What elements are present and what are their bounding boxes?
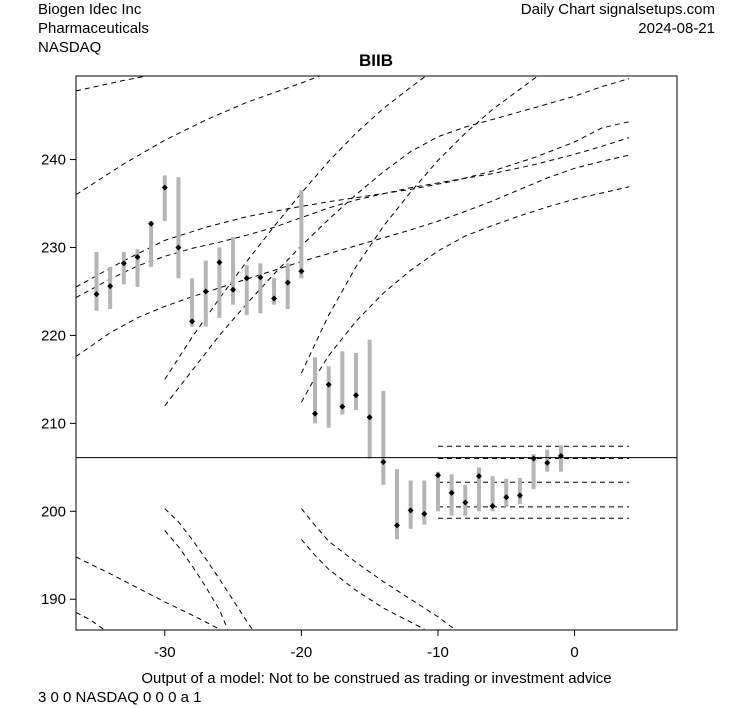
close-point-13: [271, 295, 278, 302]
footer-code: 3 0 0 NASDAQ 0 0 0 a 1: [38, 689, 202, 706]
close-point-23: [407, 507, 414, 514]
sector-label: Pharmaceuticals: [38, 20, 149, 37]
close-point-25: [434, 472, 441, 479]
dashed-curve-13: [301, 508, 455, 630]
dashed-curve-10: [76, 611, 104, 630]
close-point-7: [189, 318, 196, 325]
close-point-12: [257, 274, 264, 281]
close-point-1: [107, 283, 114, 290]
plot-frame: [75, 75, 678, 631]
close-point-31: [516, 492, 523, 499]
company-name: Biogen Idec Inc: [38, 1, 142, 18]
close-point-30: [503, 494, 510, 501]
dashed-curve-2: [76, 121, 630, 288]
close-point-4: [148, 220, 155, 227]
close-point-14: [284, 279, 291, 286]
y-tick-label-2: 210: [41, 415, 66, 432]
close-point-27: [462, 499, 469, 506]
close-point-15: [298, 268, 305, 275]
y-tick-label-5: 240: [41, 152, 66, 169]
close-point-20: [366, 414, 373, 421]
x-tick-label-2: -10: [427, 644, 449, 661]
exchange-label: NASDAQ: [38, 39, 102, 56]
close-point-5: [161, 184, 168, 191]
close-point-6: [175, 244, 182, 251]
close-point-3: [134, 254, 141, 261]
y-tick-label-4: 230: [41, 239, 66, 256]
close-point-32: [530, 455, 537, 462]
close-point-2: [120, 260, 127, 267]
close-point-0: [93, 291, 100, 298]
x-tick-label-1: -20: [291, 644, 313, 661]
price-bars: [76, 175, 677, 540]
y-tick-label-0: 190: [41, 591, 66, 608]
close-point-18: [339, 403, 346, 410]
dashed-curve-14: [301, 539, 425, 630]
close-point-8: [202, 288, 209, 295]
dashed-curve-3: [76, 137, 630, 299]
x-tick-label-3: 0: [570, 644, 578, 661]
dashed-curve-12: [164, 530, 229, 630]
close-point-22: [393, 522, 400, 529]
source-label: Daily Chart signalsetups.com: [520, 1, 715, 18]
dashed-curve-9: [76, 556, 220, 630]
model-curves: [76, 76, 630, 630]
close-point-10: [230, 286, 237, 293]
chart-date: 2024-08-21: [638, 20, 715, 37]
close-point-34: [557, 452, 564, 459]
close-point-11: [243, 275, 250, 282]
y-tick-label-3: 220: [41, 327, 66, 344]
dashed-curve-4: [76, 154, 630, 357]
dashed-curve-8: [300, 186, 630, 403]
x-tick-label-0: -30: [154, 644, 176, 661]
y-tick-label-1: 200: [41, 503, 66, 520]
dashed-curve-0: [76, 76, 150, 92]
disclaimer-text: Output of a model: Not to be construed a…: [141, 670, 612, 687]
dashed-curve-1: [76, 76, 321, 196]
close-point-17: [325, 381, 332, 388]
chart-title: BIIB: [359, 51, 393, 70]
close-point-33: [544, 459, 551, 466]
dashed-curve-11: [164, 508, 253, 630]
close-point-28: [475, 473, 482, 480]
close-point-16: [312, 410, 319, 417]
close-point-9: [216, 259, 223, 266]
axes: 190 200 210 220 230 240 -30 -20 -10 0: [41, 152, 579, 661]
close-point-26: [448, 489, 455, 496]
dashed-curve-5: [164, 76, 427, 380]
dashed-curve-7: [300, 76, 539, 374]
close-point-29: [489, 503, 496, 510]
close-point-19: [353, 392, 360, 399]
close-point-21: [380, 459, 387, 466]
close-point-24: [421, 510, 428, 517]
